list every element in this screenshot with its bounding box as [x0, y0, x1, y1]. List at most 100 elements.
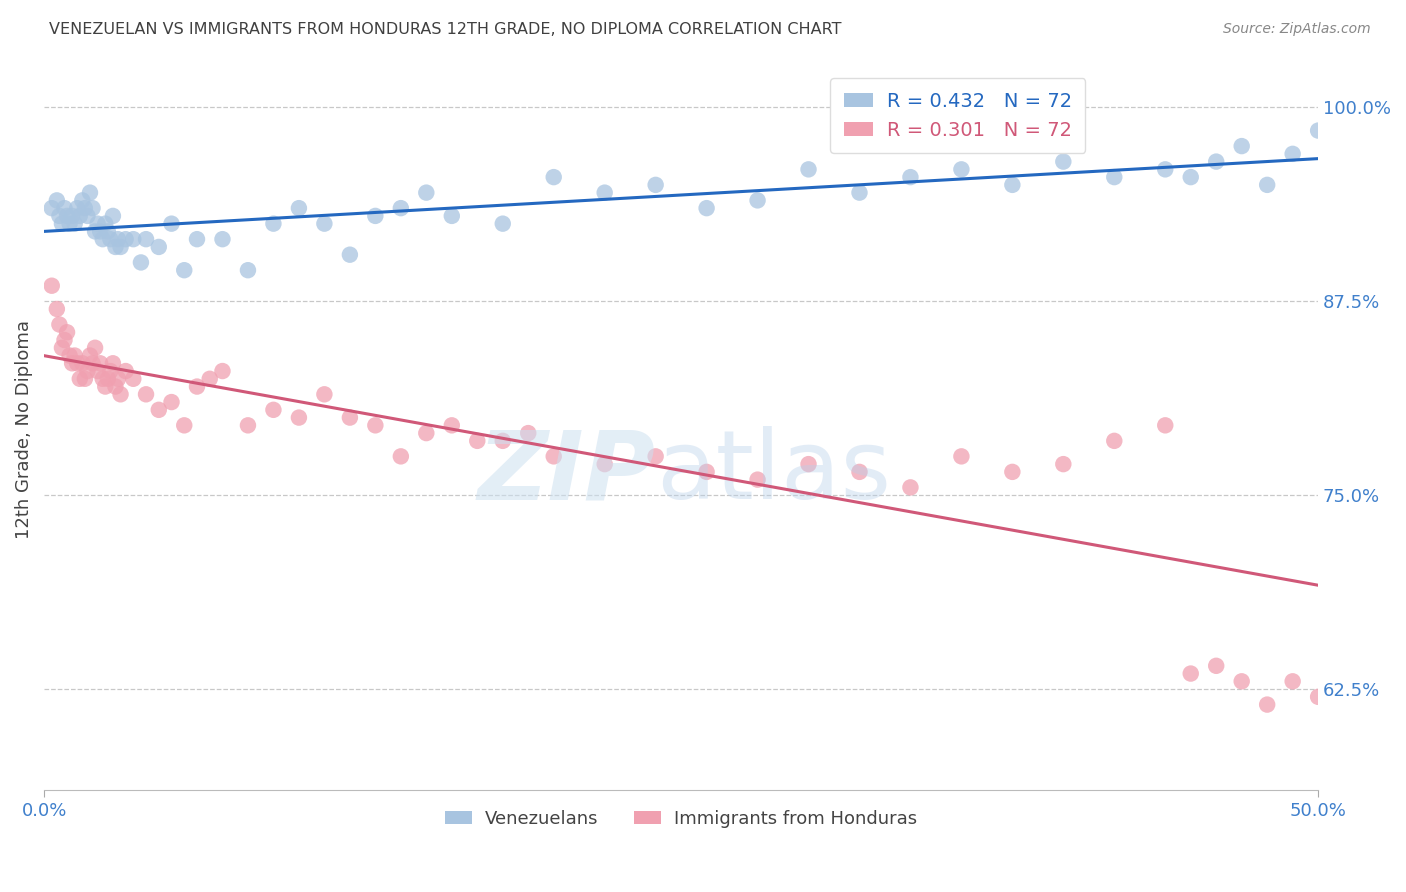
Point: [1308, 123, 1330, 137]
Point: [644, 450, 666, 464]
Point: [186, 379, 208, 393]
Point: [198, 372, 221, 386]
Point: [63, 349, 86, 363]
Point: [173, 418, 195, 433]
Point: [97, 372, 120, 386]
Point: [86, 217, 108, 231]
Point: [543, 450, 565, 464]
Point: [492, 217, 515, 231]
Point: [848, 186, 870, 200]
Point: [364, 209, 387, 223]
Point: [236, 418, 259, 433]
Point: [1230, 674, 1253, 689]
Point: [465, 434, 488, 448]
Point: [41, 201, 63, 215]
Point: [1281, 146, 1303, 161]
Point: [114, 232, 136, 246]
Point: [114, 364, 136, 378]
Point: [797, 457, 820, 471]
Point: [797, 162, 820, 177]
Point: [89, 224, 111, 238]
Point: [848, 465, 870, 479]
Point: [84, 224, 107, 238]
Point: [1154, 418, 1177, 433]
Point: [747, 194, 769, 208]
Point: [236, 263, 259, 277]
Point: [53, 201, 76, 215]
Point: [122, 372, 145, 386]
Point: [186, 232, 208, 246]
Point: [517, 426, 540, 441]
Point: [288, 410, 311, 425]
Point: [58, 217, 80, 231]
Point: [107, 232, 129, 246]
Point: [135, 232, 157, 246]
Point: [94, 379, 117, 393]
Point: [53, 333, 76, 347]
Point: [314, 217, 336, 231]
Point: [747, 473, 769, 487]
Legend: Venezuelans, Immigrants from Honduras: Venezuelans, Immigrants from Honduras: [437, 803, 924, 835]
Point: [1358, 713, 1381, 727]
Point: [644, 178, 666, 192]
Text: VENEZUELAN VS IMMIGRANTS FROM HONDURAS 12TH GRADE, NO DIPLOMA CORRELATION CHART: VENEZUELAN VS IMMIGRANTS FROM HONDURAS 1…: [49, 22, 842, 37]
Point: [45, 194, 67, 208]
Point: [72, 356, 94, 370]
Point: [66, 201, 89, 215]
Point: [58, 349, 80, 363]
Point: [1230, 139, 1253, 153]
Point: [97, 224, 120, 238]
Y-axis label: 12th Grade, No Diploma: 12th Grade, No Diploma: [15, 319, 32, 539]
Point: [148, 402, 170, 417]
Point: [543, 170, 565, 185]
Point: [1281, 674, 1303, 689]
Point: [339, 410, 361, 425]
Point: [41, 278, 63, 293]
Point: [104, 240, 127, 254]
Point: [60, 356, 83, 370]
Point: [72, 194, 94, 208]
Point: [66, 356, 89, 370]
Point: [696, 201, 718, 215]
Point: [86, 364, 108, 378]
Point: [1308, 690, 1330, 704]
Point: [364, 418, 387, 433]
Point: [73, 372, 96, 386]
Point: [1104, 170, 1126, 185]
Point: [1256, 178, 1278, 192]
Point: [1205, 154, 1227, 169]
Point: [48, 209, 70, 223]
Point: [900, 480, 922, 494]
Point: [1052, 457, 1074, 471]
Text: atlas: atlas: [655, 426, 891, 519]
Point: [160, 395, 183, 409]
Point: [91, 372, 114, 386]
Point: [63, 217, 86, 231]
Point: [593, 186, 616, 200]
Point: [101, 356, 124, 370]
Point: [1180, 170, 1202, 185]
Point: [262, 217, 284, 231]
Point: [98, 364, 121, 378]
Point: [48, 318, 70, 332]
Point: [82, 356, 104, 370]
Point: [1205, 658, 1227, 673]
Text: Source: ZipAtlas.com: Source: ZipAtlas.com: [1223, 22, 1371, 37]
Point: [107, 372, 129, 386]
Point: [91, 232, 114, 246]
Point: [122, 232, 145, 246]
Point: [160, 217, 183, 231]
Point: [440, 418, 463, 433]
Point: [440, 209, 463, 223]
Point: [73, 201, 96, 215]
Point: [696, 465, 718, 479]
Point: [76, 364, 98, 378]
Point: [1052, 154, 1074, 169]
Point: [89, 356, 111, 370]
Point: [110, 387, 132, 401]
Point: [389, 201, 412, 215]
Point: [314, 387, 336, 401]
Point: [69, 372, 91, 386]
Point: [110, 240, 132, 254]
Point: [129, 255, 152, 269]
